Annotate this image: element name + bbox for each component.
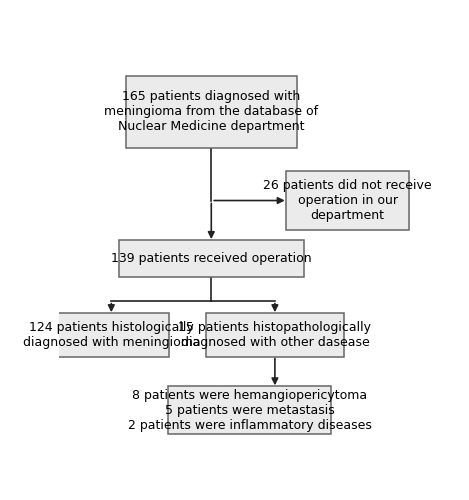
Text: 139 patients received operation: 139 patients received operation	[111, 252, 311, 265]
Text: 15 patients histopathologically
diagnosed with other dasease: 15 patients histopathologically diagnose…	[178, 322, 371, 349]
FancyBboxPatch shape	[119, 240, 304, 277]
Text: 26 patients did not receive
operation in our
department: 26 patients did not receive operation in…	[263, 179, 432, 222]
FancyBboxPatch shape	[206, 313, 344, 358]
FancyBboxPatch shape	[168, 386, 331, 434]
Text: 8 patients were hemangiopericytoma
5 patients were metastasis
2 patients were in: 8 patients were hemangiopericytoma 5 pat…	[128, 389, 371, 432]
FancyBboxPatch shape	[126, 76, 297, 148]
FancyBboxPatch shape	[286, 170, 409, 230]
FancyBboxPatch shape	[53, 313, 169, 358]
Text: 124 patients histologically
diagnosed with meningioma: 124 patients histologically diagnosed wi…	[23, 322, 200, 349]
Text: 165 patients diagnosed with
meningioma from the database of
Nuclear Medicine dep: 165 patients diagnosed with meningioma f…	[104, 90, 318, 134]
